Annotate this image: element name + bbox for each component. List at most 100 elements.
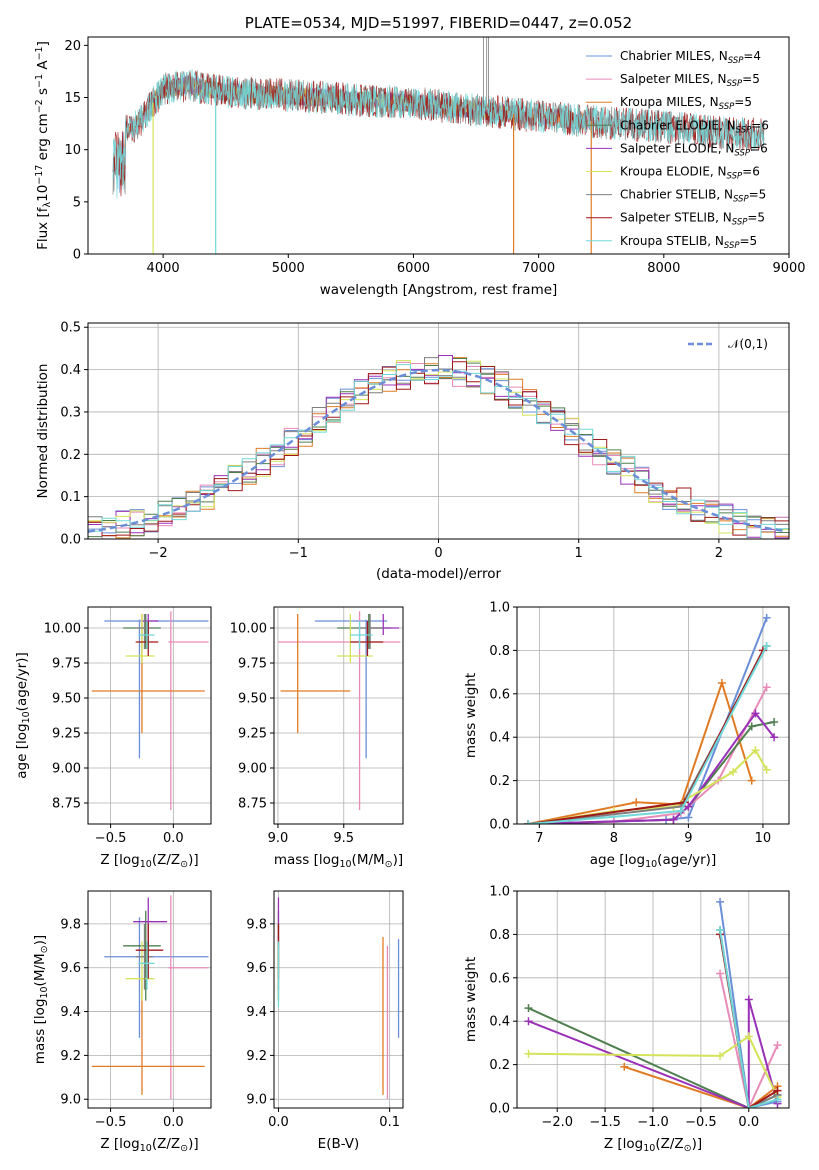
y-tick-label: 9.50 — [52, 692, 81, 707]
y-tick-label: 9.4 — [60, 1005, 81, 1020]
weight-marker — [744, 1104, 753, 1108]
weight-marker — [762, 613, 771, 622]
x-axis-label: mass [log10(M/M⊙)] — [274, 852, 403, 870]
normal-reference-curve — [88, 368, 787, 533]
y-tick-label: 0.6 — [489, 971, 510, 986]
x-axis-label: E(B-V) — [318, 1136, 360, 1152]
x-axis-label: (data-model)/error — [376, 566, 502, 582]
axes-frame — [87, 890, 212, 1109]
age-vs-mass-axes: 9.0 9.5 8.75 9.00 9.25 9.50 9.75 10.00 — [230, 606, 404, 846]
weight-line — [528, 645, 768, 824]
weight-vs-Z-axes: −2.0 −1.5 −1.0 −0.5 0.0 0.0 0.2 0.4 0.6 0.8 1.0 — [489, 885, 790, 1130]
legend-label: Salpeter STELIB, NSSP=5 — [620, 211, 765, 228]
legend-label: Kroupa STELIB, NSSP=5 — [620, 234, 757, 251]
legend-label: 𝒩(0,1) — [728, 337, 768, 351]
legend-label: Salpeter MILES, NSSP=5 — [620, 72, 760, 89]
spectrum-plot-area — [112, 37, 765, 254]
x-tick-label: −0.5 — [95, 1115, 127, 1130]
axes-frame — [273, 606, 404, 825]
y-tick-label: 0.2 — [489, 774, 510, 789]
x-tick-label: −0.5 — [95, 831, 127, 846]
y-tick-label: 0.4 — [489, 731, 510, 746]
weight-line — [528, 999, 779, 1108]
y-axis-label: age [log10(age/yr)] — [14, 652, 32, 778]
x-tick-label: 8000 — [647, 261, 680, 276]
weight-marker — [632, 798, 641, 807]
x-tick-label: 9.0 — [268, 831, 289, 846]
y-axis-label: mass weight — [463, 673, 479, 758]
legend: Chabrier MILES, NSSP=4 Salpeter MILES, NS… — [586, 49, 769, 251]
y-axis-label: Normed distribution — [35, 364, 51, 499]
y-tick-label: 10 — [64, 143, 81, 158]
weight-marker — [729, 767, 738, 776]
weight-marker — [684, 802, 693, 811]
weight-line — [623, 1065, 779, 1108]
weight-marker — [773, 1095, 782, 1104]
y-tick-label: 9.25 — [238, 727, 267, 742]
weight-vs-age-plot-area — [524, 613, 779, 824]
weight-marker — [762, 683, 771, 692]
axes-frame — [516, 606, 790, 825]
y-tick-label: 8.75 — [52, 797, 81, 812]
x-tick-label: 7000 — [522, 261, 555, 276]
y-tick-label: 15 — [64, 91, 81, 106]
weight-marker — [716, 897, 725, 906]
y-tick-label: 5 — [73, 195, 81, 210]
y-tick-label: 9.75 — [52, 657, 81, 672]
y-tick-label: 0.8 — [489, 644, 510, 659]
x-tick-label: 0.0 — [163, 1115, 184, 1130]
y-tick-label: 9.75 — [238, 657, 267, 672]
x-tick-label: −2.0 — [541, 1115, 573, 1130]
x-tick-label: 0.0 — [268, 1115, 289, 1130]
y-tick-label: 0.0 — [489, 818, 510, 833]
x-tick-label: −1 — [289, 546, 308, 561]
y-tick-label: 1.0 — [489, 885, 510, 900]
y-tick-label: 9.25 — [52, 727, 81, 742]
y-tick-label: 0.8 — [489, 928, 510, 943]
y-tick-label: 9.00 — [238, 762, 267, 777]
weight-marker — [751, 709, 760, 718]
y-tick-label: 8.75 — [238, 797, 267, 812]
x-axis-label: Z [log10(Z/Z⊙)] — [100, 1136, 198, 1154]
weight-line — [719, 929, 778, 1108]
spectrum-line — [112, 69, 765, 199]
x-axis-label: wavelength [Angstrom, rest frame] — [320, 282, 558, 298]
y-tick-label: 0.0 — [60, 533, 81, 548]
x-tick-label: 9 — [684, 831, 692, 846]
x-tick-label: 6000 — [397, 261, 430, 276]
residual-histogram — [88, 364, 789, 539]
y-tick-label: 1.0 — [489, 601, 510, 616]
y-tick-label: 9.00 — [52, 762, 81, 777]
x-tick-label: −1.5 — [589, 1115, 621, 1130]
x-tick-label: 0.0 — [163, 831, 184, 846]
y-tick-label: 9.2 — [60, 1049, 81, 1064]
y-tick-label: 0.0 — [489, 1102, 510, 1117]
x-axis-label: Z [log10(Z/Z⊙)] — [604, 1136, 702, 1154]
y-axis-label: mass weight — [463, 957, 479, 1042]
axes-frame — [273, 890, 404, 1109]
x-tick-label: −2 — [149, 546, 168, 561]
legend-label: Kroupa MILES, NSSP=5 — [620, 95, 752, 112]
x-tick-label: 10 — [755, 831, 772, 846]
weight-marker — [747, 776, 756, 785]
y-tick-label: 0.2 — [489, 1058, 510, 1073]
weight-marker — [751, 746, 760, 755]
weight-line — [528, 1034, 779, 1098]
legend-label: Chabrier STELIB, NSSP=5 — [620, 188, 766, 205]
y-tick-label: 0.4 — [60, 363, 81, 378]
weight-line — [528, 645, 768, 824]
mass-vs-ebv-axes: 0.0 0.1 9.0 9.2 9.4 9.6 9.8 — [246, 890, 404, 1130]
y-tick-label: 0.4 — [489, 1015, 510, 1030]
x-tick-label: 9000 — [772, 261, 805, 276]
weight-marker — [744, 1032, 753, 1041]
weight-marker — [762, 642, 771, 651]
y-tick-label: 20 — [64, 39, 81, 54]
legend-label: Chabrier MILES, NSSP=4 — [620, 49, 761, 66]
weight-marker — [747, 722, 756, 731]
weight-marker — [773, 1086, 782, 1095]
weight-marker — [684, 813, 693, 822]
x-tick-label: 8 — [610, 831, 618, 846]
mass-vs-Z-axes: −0.5 0.0 9.0 9.2 9.4 9.6 9.8 — [60, 890, 212, 1130]
y-tick-label: 10.00 — [44, 622, 81, 637]
x-tick-label: 2 — [715, 546, 723, 561]
